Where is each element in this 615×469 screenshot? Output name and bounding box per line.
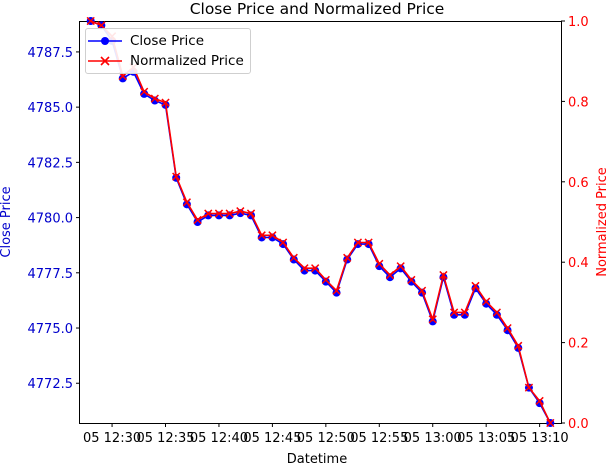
data-point-normalized-price [172, 172, 181, 181]
data-point-normalized-price [300, 264, 309, 273]
data-point-normalized-price [514, 341, 523, 350]
right-tick-label: 0.6 [568, 176, 589, 191]
left-tick-label: 4772.5 [28, 377, 74, 392]
x-tick-label: 05 13:10 [511, 431, 569, 446]
data-point-normalized-price [375, 259, 384, 268]
data-point-normalized-price [214, 209, 224, 218]
chart-title: Close Price and Normalized Price [190, 0, 445, 18]
data-point-normalized-price [385, 270, 395, 280]
right-y-axis-label: Normalized Price [595, 167, 610, 277]
data-point-normalized-price [246, 209, 256, 218]
legend-swatch-close-price [88, 37, 122, 45]
right-tick-label: 1.0 [568, 15, 589, 30]
data-point-normalized-price [257, 231, 266, 240]
legend: Close Price Normalized Price [85, 28, 251, 74]
data-point-normalized-price [492, 308, 501, 317]
series-line-close-price [90, 20, 552, 424]
plot-area [79, 21, 562, 424]
data-point-close-price [118, 74, 127, 83]
data-point-close-price [332, 288, 341, 297]
x-tick-label: 05 12:45 [243, 431, 301, 446]
data-point-normalized-price [97, 21, 106, 30]
data-point-normalized-price [343, 253, 352, 262]
data-point-close-price [140, 89, 149, 98]
data-point-close-price [385, 273, 394, 282]
left-tick-label: 4787.5 [28, 46, 74, 61]
left-tick-label: 4785.0 [28, 101, 74, 116]
legend-label-close-price: Close Price [130, 33, 204, 49]
data-point-normalized-price [321, 275, 330, 285]
data-point-close-price [482, 299, 491, 308]
data-point-normalized-price [289, 253, 298, 262]
left-y-axis: 4772.5 4775.0 4777.5 4780.0 4782.5 4785.0 4787… [28, 46, 80, 392]
data-point-normalized-price [278, 238, 288, 247]
data-point-normalized-price [396, 262, 405, 271]
left-y-axis-label: Close Price [0, 186, 14, 257]
data-point-normalized-price [439, 270, 448, 280]
left-tick-label: 4777.5 [28, 267, 74, 282]
data-point-normalized-price [225, 209, 234, 218]
data-point-close-price [407, 277, 416, 286]
series-line-normalized-price [90, 20, 552, 424]
data-point-normalized-price [449, 308, 459, 317]
data-point-normalized-price [364, 238, 373, 247]
legend-label-normalized-price: Normalized Price [130, 53, 244, 69]
left-tick-label: 4775.0 [28, 322, 74, 337]
legend-item-normalized-price: Normalized Price [86, 51, 250, 71]
data-point-close-price [492, 310, 501, 319]
data-point-close-price [375, 262, 384, 271]
right-y-axis: 0.0 0.2 0.4 0.6 0.8 1.0 [561, 15, 589, 432]
data-point-normalized-price [471, 281, 480, 291]
x-tick-label: 05 12:40 [190, 431, 248, 446]
data-point-normalized-price [150, 94, 159, 103]
x-axis-label: Datetime [287, 452, 347, 467]
right-tick-label: 0.2 [568, 337, 589, 352]
data-point-normalized-price [236, 207, 245, 216]
data-point-normalized-price [546, 418, 555, 428]
data-point-normalized-price [182, 198, 192, 207]
data-point-normalized-price [428, 315, 437, 324]
left-tick-label: 4782.5 [28, 156, 74, 171]
data-point-normalized-price [140, 87, 149, 96]
x-tick-label: 05 12:35 [136, 431, 194, 446]
data-point-normalized-price [311, 264, 320, 273]
series-layer [86, 16, 555, 428]
data-point-normalized-price [407, 275, 416, 285]
data-point-normalized-price [268, 231, 277, 240]
x-tick-label: 05 12:50 [297, 431, 355, 446]
data-point-normalized-price [482, 297, 491, 306]
x-tick-label: 05 12:30 [83, 431, 141, 446]
data-point-normalized-price [86, 16, 95, 26]
data-point-normalized-price [193, 215, 202, 225]
x-tick-label: 05 13:00 [404, 431, 462, 446]
right-tick-label: 0.8 [568, 95, 589, 110]
data-point-close-price [321, 277, 330, 286]
legend-item-close-price: Close Price [86, 31, 250, 51]
right-tick-label: 0.0 [568, 417, 589, 432]
data-point-normalized-price [460, 308, 469, 317]
legend-swatch-normalized-price [88, 56, 122, 66]
data-point-normalized-price [535, 396, 544, 406]
data-point-close-price [289, 255, 298, 264]
data-point-close-price [396, 264, 405, 273]
x-tick-label: 05 13:05 [457, 431, 515, 446]
data-point-normalized-price [503, 323, 512, 333]
right-tick-label: 0.4 [568, 256, 589, 271]
data-point-normalized-price [417, 286, 427, 295]
data-point-close-price [193, 218, 202, 226]
data-point-normalized-price [161, 98, 170, 107]
data-point-normalized-price [524, 383, 534, 392]
x-tick-label: 05 12:55 [350, 431, 408, 446]
data-point-normalized-price [204, 209, 213, 218]
data-point-normalized-price [332, 286, 341, 295]
left-tick-label: 4780.0 [28, 212, 74, 227]
data-point-normalized-price [353, 238, 363, 247]
